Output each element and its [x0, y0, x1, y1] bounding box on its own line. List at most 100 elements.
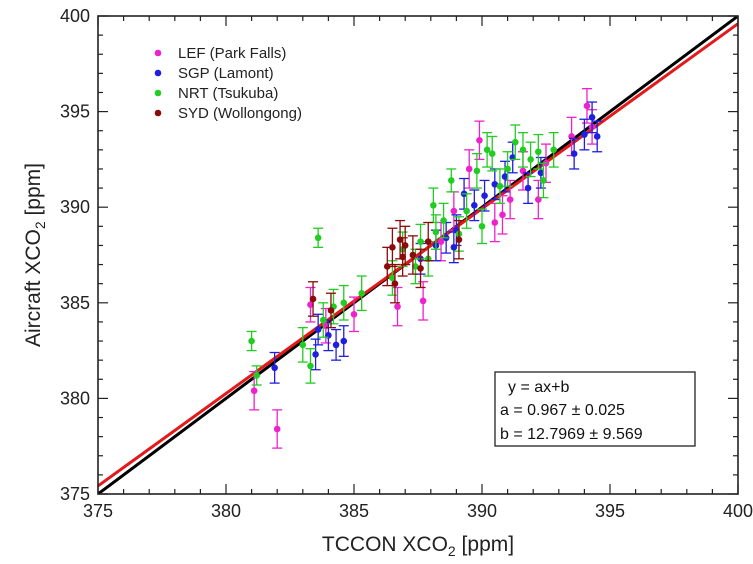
y-tick-label: 385: [60, 293, 90, 313]
fit-equation: y = ax+b: [508, 379, 569, 396]
line-layer: [98, 16, 738, 494]
marker: [350, 310, 358, 318]
legend-label: SYD (Wollongong): [178, 105, 302, 122]
marker: [501, 173, 509, 180]
data-point: [517, 131, 528, 168]
data-point: [249, 370, 260, 411]
marker: [383, 263, 391, 270]
marker: [581, 131, 588, 138]
marker: [440, 217, 447, 224]
data-point: [251, 365, 262, 386]
marker: [312, 351, 319, 358]
x-tick-label: 390: [467, 501, 497, 521]
legend-marker: [154, 109, 162, 117]
marker: [537, 169, 545, 177]
y-tick-label: 395: [60, 102, 90, 122]
data-point: [305, 348, 316, 384]
data-point: [482, 131, 493, 168]
marker: [588, 114, 596, 121]
legend-label: NRT (Tsukuba): [178, 85, 278, 102]
data-point: [407, 235, 418, 275]
marker: [450, 207, 458, 215]
marker: [401, 242, 409, 249]
data-point: [569, 137, 580, 170]
marker: [499, 211, 506, 219]
x-axis-title-unit: [ppm]: [456, 533, 514, 556]
data-point: [538, 162, 549, 199]
data-point: [338, 284, 349, 321]
data-point: [502, 151, 513, 187]
data-point: [523, 172, 534, 205]
marker: [358, 289, 365, 297]
data-point: [392, 286, 403, 327]
data-point: [461, 193, 472, 229]
plot-frame: [97, 15, 739, 495]
fit-box-frame: [494, 371, 696, 447]
y-tick-label: 375: [60, 484, 90, 504]
data-point: [510, 124, 521, 161]
marker: [550, 146, 557, 154]
data-point: [313, 313, 324, 346]
data-point: [297, 327, 308, 363]
x-tick-label: 375: [83, 501, 113, 521]
x-tick-label: 400: [723, 501, 753, 521]
data-point: [428, 187, 439, 224]
y-axis-title: Aircraft XCO2 [ppm]: [22, 163, 48, 347]
marker: [332, 341, 340, 349]
data-point: [464, 149, 475, 189]
marker: [417, 265, 424, 272]
y-tick-label: 390: [60, 197, 90, 217]
x-tick-label: 385: [339, 501, 369, 521]
marker: [519, 146, 527, 154]
marker: [432, 228, 440, 236]
data-point: [453, 219, 464, 260]
point-layer: [246, 88, 603, 449]
marker: [570, 150, 578, 157]
data-point: [525, 141, 536, 178]
marker: [389, 274, 396, 282]
data-point: [397, 237, 408, 277]
legend-marker: [154, 49, 162, 57]
data-point: [487, 135, 498, 172]
marker: [417, 238, 424, 245]
marker: [424, 238, 432, 245]
data-point: [338, 325, 349, 357]
marker: [271, 364, 278, 372]
data-point: [548, 131, 559, 168]
data-point: [535, 156, 546, 189]
marker: [307, 301, 314, 309]
marker: [450, 244, 458, 251]
marker: [463, 207, 470, 215]
marker: [524, 184, 532, 192]
marker: [299, 341, 307, 349]
marker: [496, 182, 504, 190]
data-point: [387, 227, 398, 268]
data-point: [494, 168, 505, 205]
marker: [399, 253, 406, 261]
data-point: [331, 328, 342, 361]
data-point: [438, 202, 449, 239]
x-axis-title-subscript: 2: [448, 543, 456, 559]
y-tick-label: 400: [60, 6, 90, 26]
data-point: [448, 231, 459, 264]
data-point: [325, 292, 336, 329]
fit-intercept: b = 12.7969 ± 9.569: [500, 426, 643, 443]
legend-marker: [154, 89, 162, 97]
data-point: [489, 168, 500, 201]
data-point: [430, 214, 441, 250]
marker: [488, 150, 496, 157]
data-point: [587, 101, 598, 134]
data-point: [479, 179, 490, 212]
data-point: [389, 263, 400, 304]
data-point: [269, 351, 280, 384]
data-point: [272, 409, 283, 449]
y-axis-title-subscript: 2: [32, 221, 48, 229]
marker: [412, 263, 419, 270]
marker: [447, 177, 455, 184]
data-point: [581, 88, 592, 124]
data-point: [579, 118, 590, 151]
marker: [340, 299, 348, 307]
marker: [478, 223, 486, 230]
marker: [250, 387, 258, 395]
